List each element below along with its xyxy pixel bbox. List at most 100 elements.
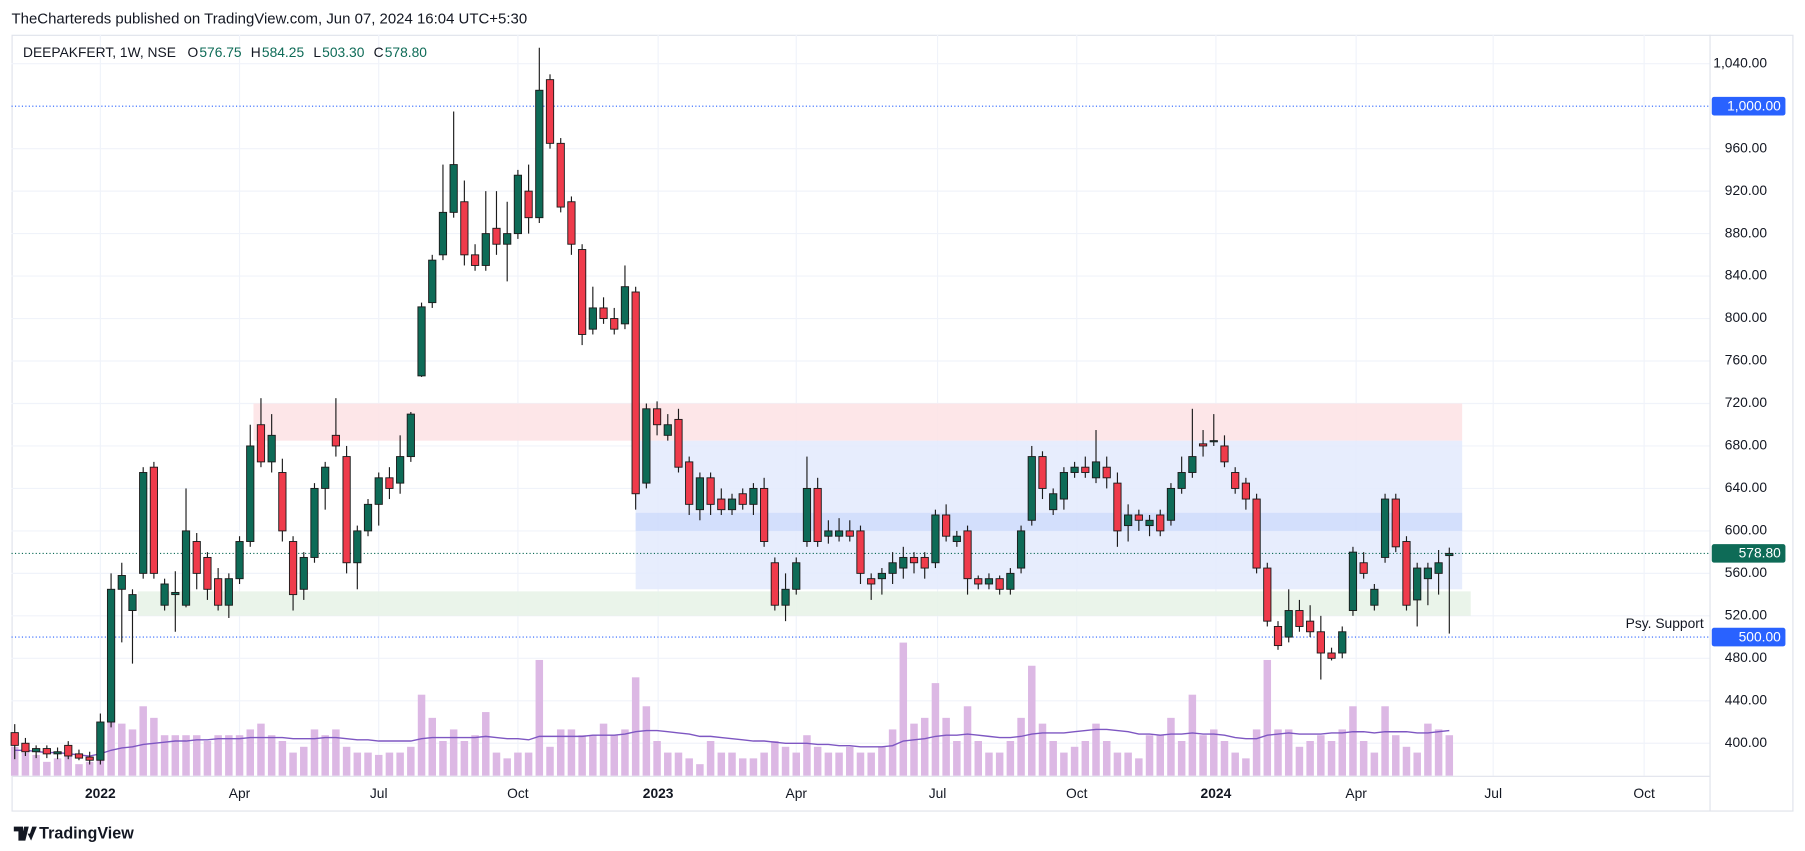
volume-bar xyxy=(803,735,811,776)
candle-body xyxy=(85,756,94,761)
volume-bar xyxy=(1124,752,1132,776)
volume-bar xyxy=(985,752,993,776)
candle-body xyxy=(1434,562,1443,574)
legend-key: C xyxy=(374,44,384,60)
candle-body xyxy=(406,413,415,458)
chart-frame xyxy=(11,34,1794,812)
candle-body xyxy=(1241,482,1250,500)
volume-bar xyxy=(300,746,308,776)
volume-bar xyxy=(1242,758,1250,776)
candle-body xyxy=(374,477,383,505)
volume-bar xyxy=(332,729,340,776)
candle-body xyxy=(1380,498,1390,558)
volume-bar xyxy=(942,717,950,776)
candle-body xyxy=(1252,498,1261,569)
candle-body xyxy=(1145,519,1154,527)
volume-bar xyxy=(75,764,83,776)
volume-bar xyxy=(824,752,833,776)
candle-body xyxy=(620,286,630,325)
candle-body xyxy=(535,89,544,219)
candle-body xyxy=(942,514,951,537)
volume-bar xyxy=(653,741,661,776)
candle-body xyxy=(652,408,662,426)
volume-bar xyxy=(1070,746,1079,776)
volume-bar xyxy=(225,735,233,776)
volume-bar xyxy=(1327,741,1336,776)
y-tick-label: 640.00 xyxy=(1725,479,1768,495)
y-tick-label: 680.00 xyxy=(1725,437,1768,453)
candle-body xyxy=(610,318,619,330)
candle-body xyxy=(117,575,126,590)
y-tick-label: 920.00 xyxy=(1725,182,1768,198)
y-tick-label: 880.00 xyxy=(1725,224,1768,240)
candle-body xyxy=(717,498,726,511)
volume-bar xyxy=(1359,741,1368,776)
volume-bar xyxy=(878,746,886,776)
brand: TradingView xyxy=(39,824,134,842)
volume-bar xyxy=(1177,741,1186,776)
candle-body xyxy=(867,578,876,585)
price-label-box xyxy=(1711,627,1786,647)
candle-body xyxy=(663,424,672,436)
candle-body xyxy=(1263,567,1272,622)
volume-bar xyxy=(1381,706,1389,776)
candle-body xyxy=(567,201,576,245)
candle-body xyxy=(824,530,833,537)
volume-bar xyxy=(1338,729,1346,776)
candle-body xyxy=(128,594,137,611)
volume-bar xyxy=(246,729,254,776)
y-tick-label: 800.00 xyxy=(1725,309,1768,325)
candle-body xyxy=(1423,567,1432,580)
volume-bar xyxy=(1049,741,1057,776)
candle-body xyxy=(1295,610,1304,627)
volume-pane xyxy=(10,642,1454,776)
candle-body xyxy=(1177,472,1186,489)
volume-bar xyxy=(1424,723,1432,776)
candle-body xyxy=(503,233,512,245)
volume-bar xyxy=(192,735,201,776)
candle-body xyxy=(299,556,308,590)
volume-bar xyxy=(428,717,436,776)
candle-body xyxy=(1209,440,1218,443)
volume-bar xyxy=(963,706,972,776)
candle-body xyxy=(1038,456,1047,489)
legend-value: 578.80 xyxy=(385,44,428,60)
volume-bar xyxy=(1306,741,1314,776)
volume-bar xyxy=(589,735,597,776)
candle-body xyxy=(578,249,587,335)
volume-bar xyxy=(439,741,447,776)
volume-bar xyxy=(631,677,640,776)
candle-body xyxy=(770,562,779,606)
candle-body xyxy=(1027,456,1036,521)
volume-bar xyxy=(567,729,576,776)
volume-bar xyxy=(953,741,961,776)
logo-icon xyxy=(13,826,37,841)
candle-body xyxy=(139,472,148,574)
volume-bar xyxy=(674,752,683,776)
candle-body xyxy=(802,487,812,542)
volume-bar xyxy=(1284,729,1293,776)
volume-bar xyxy=(717,752,726,776)
candle-body xyxy=(224,578,233,606)
publish-info: TheChartereds published on TradingView.c… xyxy=(12,11,528,28)
volume-bar xyxy=(578,735,586,776)
candle-body xyxy=(674,418,683,468)
volume-bar xyxy=(503,758,511,776)
volume-bar xyxy=(235,735,244,776)
volume-bar xyxy=(1167,717,1175,776)
candle-body xyxy=(96,721,105,761)
y-tick-label: 480.00 xyxy=(1725,649,1768,665)
candle-body xyxy=(149,466,158,574)
x-tick-label: 2024 xyxy=(1201,785,1232,801)
candle-body xyxy=(706,477,715,505)
candle-body xyxy=(556,142,565,208)
candle-body xyxy=(1188,456,1197,473)
volume-bar xyxy=(1252,729,1261,776)
y-tick-label: 440.00 xyxy=(1725,691,1768,707)
price-label: 578.80 xyxy=(1739,545,1782,561)
price-pane: Psy. Support xyxy=(10,47,1710,765)
candle-body xyxy=(278,472,287,532)
candle-body xyxy=(631,291,640,495)
volume-bar xyxy=(1156,735,1164,776)
